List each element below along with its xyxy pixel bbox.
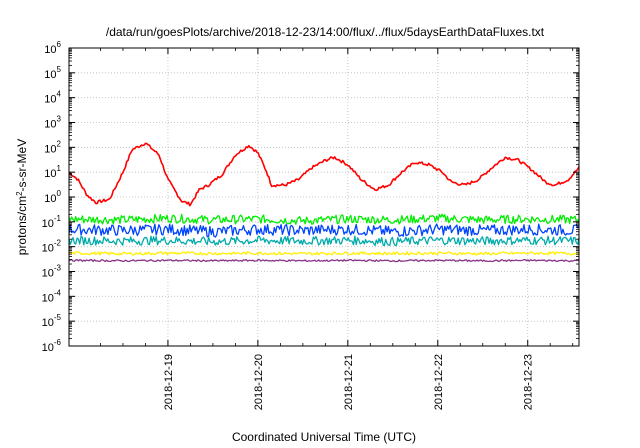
y-tick-label-sup: -2 bbox=[54, 239, 62, 248]
y-tick-label-base: 10 bbox=[44, 44, 56, 56]
y-tick-label: 102 bbox=[44, 139, 61, 155]
x-tick-label: 2018-12-19 bbox=[163, 354, 175, 410]
x-axis-label: Coordinated Universal Time (UTC) bbox=[232, 430, 416, 444]
series-line-1 bbox=[68, 142, 580, 207]
y-tick-label: 10-1 bbox=[42, 214, 62, 230]
y-tick-label: 105 bbox=[44, 65, 61, 81]
y-axis-label: protons/cm2-s-sr-MeV bbox=[15, 139, 30, 255]
y-tick-label-sup: -1 bbox=[54, 214, 62, 223]
y-tick-label-base: 10 bbox=[44, 193, 56, 205]
y-tick-label-sup: -4 bbox=[54, 288, 62, 297]
series-line-4 bbox=[68, 235, 580, 247]
y-tick-label-base: 10 bbox=[44, 69, 56, 81]
y-axis-label-sup: 2 bbox=[15, 191, 24, 196]
chart-title: /data/run/goesPlots/archive/2018-12-23/1… bbox=[106, 25, 545, 39]
y-tick-label-base: 10 bbox=[42, 342, 54, 354]
y-tick-label-sup: 3 bbox=[57, 115, 62, 124]
y-tick-label-sup: -5 bbox=[54, 313, 62, 322]
y-tick-label-base: 10 bbox=[42, 243, 54, 255]
series-line-3 bbox=[68, 223, 580, 238]
x-tick-label: 2018-12-21 bbox=[343, 354, 355, 410]
y-tick-label-base: 10 bbox=[44, 94, 56, 106]
y-tick-label: 10-6 bbox=[42, 338, 62, 354]
y-tick-label: 104 bbox=[44, 90, 61, 106]
series-line-2 bbox=[68, 213, 580, 225]
y-tick-label: 103 bbox=[44, 115, 61, 131]
y-tick-label-base: 10 bbox=[44, 119, 56, 131]
y-tick-label-sup: 4 bbox=[57, 90, 62, 99]
y-tick-label: 10-3 bbox=[42, 264, 62, 280]
x-tick-label: 2018-12-22 bbox=[433, 354, 445, 410]
y-tick-label-base: 10 bbox=[42, 268, 54, 280]
series-line-6 bbox=[68, 258, 580, 263]
y-tick-label: 10-5 bbox=[42, 313, 62, 329]
y-tick-label-sup: 6 bbox=[57, 40, 62, 49]
y-axis-label-rest: -s-sr-MeV bbox=[15, 139, 29, 192]
series-group bbox=[68, 142, 580, 263]
y-tick-label: 106 bbox=[44, 40, 61, 56]
y-axis-label-base: protons/cm bbox=[15, 196, 29, 255]
y-tick-label-sup: 5 bbox=[57, 65, 62, 74]
y-tick-label-base: 10 bbox=[44, 143, 56, 155]
x-tick-label: 2018-12-23 bbox=[523, 354, 535, 410]
x-axis: 2018-12-19 2018-12-20 2018-12-21 2018-12-22… bbox=[100, 48, 574, 410]
y-tick-label-base: 10 bbox=[44, 168, 56, 180]
y-tick-label: 100 bbox=[44, 189, 61, 205]
y-tick-label-sup: 0 bbox=[57, 189, 62, 198]
y-tick-label-base: 10 bbox=[42, 218, 54, 230]
y-axis: 10610510410310210110010-110-210-310-410-… bbox=[42, 40, 579, 354]
y-tick-label-base: 10 bbox=[42, 292, 54, 304]
y-tick-label-base: 10 bbox=[42, 317, 54, 329]
y-tick-label-sup: -3 bbox=[54, 264, 62, 273]
x-tick-label: 2018-12-20 bbox=[253, 354, 265, 410]
y-tick-label-sup: 2 bbox=[57, 139, 62, 148]
y-tick-label-sup: -6 bbox=[54, 338, 62, 347]
y-tick-label: 101 bbox=[44, 164, 61, 180]
y-tick-label-sup: 1 bbox=[57, 164, 62, 173]
y-tick-label: 10-2 bbox=[42, 239, 62, 255]
y-tick-label: 10-4 bbox=[42, 288, 62, 304]
series-line-5 bbox=[68, 251, 580, 256]
